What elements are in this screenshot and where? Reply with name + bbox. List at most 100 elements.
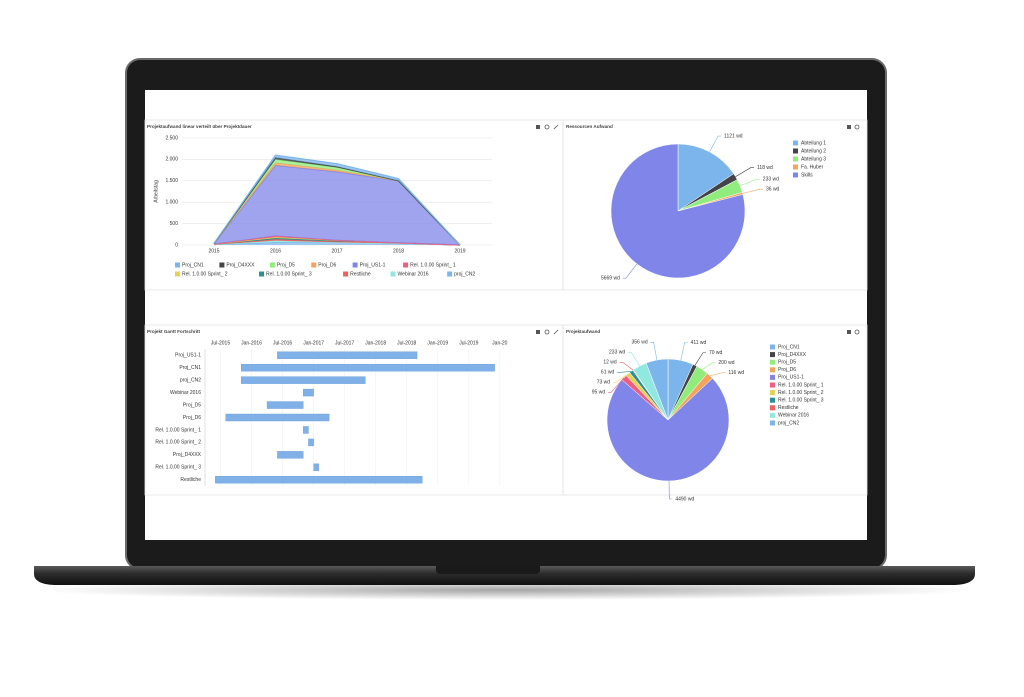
data-label: 36 wd — [766, 186, 780, 192]
legend-label: Proj_CN1 — [778, 344, 800, 350]
task-label: Proj_CN1 — [179, 365, 201, 371]
legend-label: Abteilung 1 — [801, 140, 826, 146]
pie-slice — [677, 143, 735, 212]
x-tick-label: Jan-2019 — [427, 340, 448, 346]
area-fill — [214, 239, 460, 245]
leader-line — [608, 377, 625, 393]
legend-label: Proj_D4XXX — [226, 262, 255, 268]
legend-label: Proj_D6 — [778, 367, 796, 373]
legend-label: Rel. 1.0.00 Sprint_ 1 — [778, 382, 824, 388]
legend-label: Rel. 1.0.00 Sprint_ 1 — [410, 262, 456, 268]
laptop-base — [34, 566, 975, 585]
y-tick-label: 1.000 — [165, 200, 178, 206]
legend-label: Proj_US1-1 — [778, 375, 804, 381]
legend-swatch — [770, 367, 775, 373]
legend-label: Webinar 2016 — [398, 271, 429, 277]
legend-swatch — [793, 148, 798, 154]
laptop-notch — [436, 566, 540, 574]
y-tick-label: 2.000 — [165, 157, 178, 163]
x-tick-label: Jul-2017 — [335, 340, 354, 346]
data-label: 70 wd — [709, 350, 723, 356]
legend-swatch — [770, 359, 775, 365]
area-fill — [214, 242, 460, 245]
legend-label: Proj_CN1 — [182, 262, 204, 268]
legend-swatch — [770, 405, 775, 411]
legend-label: Proj_US1-1 — [360, 262, 386, 268]
y-axis-label: Arbeitstag — [153, 180, 159, 203]
legend-swatch — [219, 262, 225, 268]
task-label: proj_CN2 — [180, 377, 201, 383]
area-fill — [214, 165, 460, 245]
data-label: 12 wd — [603, 360, 617, 366]
gantt-bar — [225, 413, 330, 422]
leader-line — [617, 371, 632, 373]
task-label: Rel. 1.0.00 Sprint_ 1 — [155, 427, 201, 433]
gantt-bar — [266, 401, 304, 409]
pie-slice — [610, 143, 746, 279]
x-tick-label: 2015 — [208, 248, 219, 254]
x-tick-label: 2018 — [393, 248, 404, 254]
legend-swatch — [269, 262, 275, 268]
task-label: Webinar 2016 — [170, 390, 201, 396]
x-tick-label: 2019 — [454, 248, 465, 254]
task-label: Restliche — [180, 477, 201, 483]
task-label: Rel. 1.0.00 Sprint_ 2 — [155, 440, 201, 446]
legend-swatch — [175, 262, 180, 268]
leader-line — [680, 342, 688, 361]
gantt-bar — [241, 363, 495, 372]
panel-icons[interactable] — [536, 124, 860, 335]
screen — [145, 90, 867, 540]
gantt-bar — [215, 476, 423, 484]
data-label: 118 wd — [757, 165, 773, 171]
legend-label: Proj_D5 — [277, 262, 295, 268]
y-tick-label: 1.500 — [165, 178, 178, 184]
legend-swatch — [343, 271, 349, 277]
panel-title: Projekt Gantt Fortschritt — [147, 329, 201, 334]
x-tick-label: 2017 — [331, 248, 342, 254]
leader-line — [740, 178, 760, 187]
leader-line — [668, 480, 673, 500]
x-tick-label: Jul-2019 — [459, 340, 478, 346]
legend-label: Abteilung 2 — [801, 148, 826, 154]
legend-label: Abteilung 3 — [801, 156, 826, 162]
data-label: 1121 wd — [724, 133, 743, 139]
task-label: Rel. 1.0.00 Sprint_ 3 — [155, 465, 201, 471]
data-label: 233 wd — [609, 350, 625, 356]
x-tick-label: Jul-2018 — [397, 340, 416, 346]
legend-label: Fa. Huber — [801, 164, 824, 170]
pie-slice — [606, 377, 730, 482]
data-label: 4490 wd — [675, 496, 694, 502]
legend-swatch — [403, 262, 409, 268]
leader-line — [650, 342, 658, 361]
data-label: 356 wd — [632, 340, 648, 346]
legend-swatch — [793, 140, 798, 146]
x-tick-label: Jan-2016 — [241, 340, 262, 346]
legend-label: Restliche — [350, 271, 371, 277]
legend-swatch — [770, 352, 775, 358]
panel-title: Projektaufwand — [566, 329, 600, 334]
legend-swatch — [770, 397, 775, 403]
data-label: 116 wd — [728, 370, 744, 376]
legend-swatch — [793, 164, 798, 170]
legend-label: Proj_D6 — [318, 262, 336, 268]
x-tick-label: Jan-20 — [492, 340, 508, 346]
data-label: 411 wd — [691, 340, 707, 346]
leader-line — [702, 362, 716, 370]
leader-line — [622, 263, 638, 279]
gantt-bar — [308, 438, 314, 447]
legend-swatch — [770, 382, 775, 388]
legend-swatch — [259, 271, 265, 277]
leader-line — [735, 167, 755, 177]
x-tick-label: Jul-2016 — [273, 340, 292, 346]
area-fill — [214, 240, 460, 245]
y-tick-label: 2.500 — [165, 135, 178, 141]
data-label: 5669 wd — [601, 275, 620, 281]
y-tick-label: 0 — [175, 242, 178, 248]
legend-label: Proj_D5 — [778, 360, 796, 366]
leader-line — [709, 135, 722, 153]
legend-swatch — [770, 374, 775, 380]
legend-swatch — [770, 390, 775, 396]
data-label: 233 wd — [763, 176, 779, 182]
